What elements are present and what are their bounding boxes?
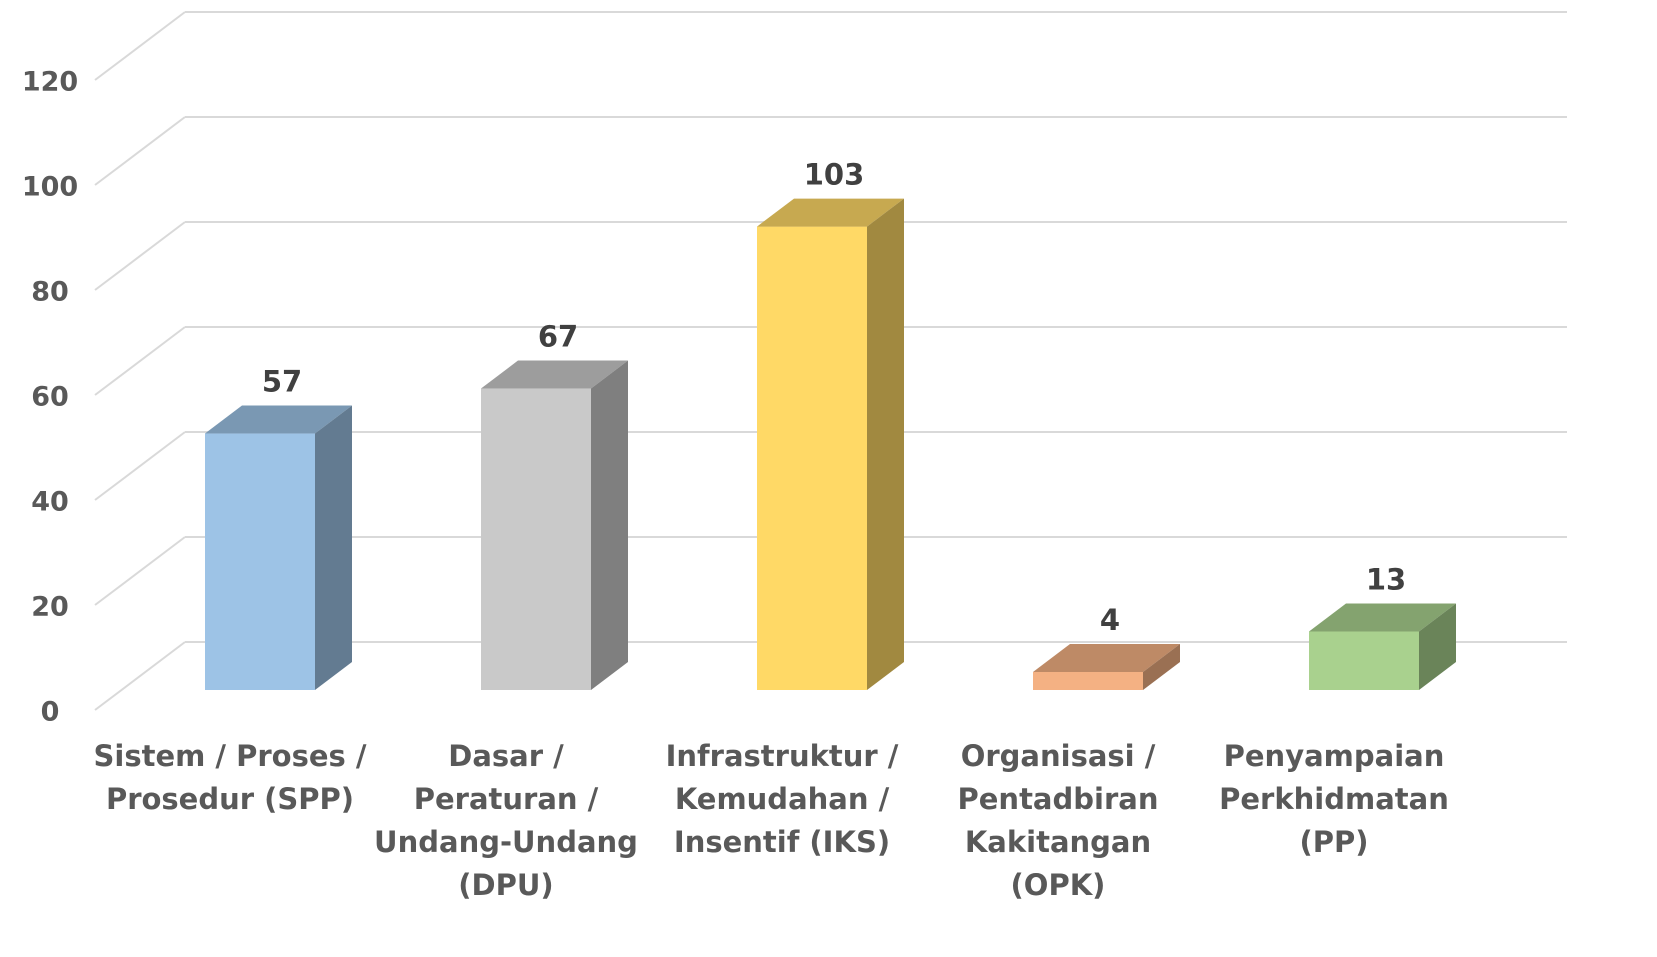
bar-side [867,198,904,690]
grid-line-side [94,11,186,81]
bar-top [1033,644,1180,673]
y-tick-label: 100 [22,172,78,203]
bar [481,360,628,690]
bar-top [481,360,628,389]
bar-top [205,405,352,434]
grid-line-side [94,221,186,291]
bar [1033,644,1180,690]
x-tick-label: Sistem / Proses / Prosedur (SPP) [94,739,367,816]
bar [1309,603,1456,690]
bar [205,405,352,690]
value-label: 4 [1100,603,1120,637]
bar-top [1309,603,1456,632]
bar [757,198,904,690]
bar-front [757,226,867,690]
grid-line-side [94,326,186,396]
bar-front [1309,631,1419,690]
grid-line-side [94,641,186,711]
x-tick-label: Organisasi / Pentadbiran Kakitangan (OPK) [958,739,1159,902]
y-tick-label: 0 [41,697,60,728]
x-tick-label: Infrastruktur / Kemudahan / Insentif (IKS) [666,739,899,859]
x-tick-label: Dasar / Peraturan / Undang-Undang (DPU) [374,739,638,902]
y-tick-label: 60 [31,382,69,413]
bar-front [1033,672,1143,690]
grid-line-side [94,116,186,186]
bar-front [481,388,591,690]
value-label: 57 [262,365,302,399]
bar-side [1419,603,1456,690]
value-label: 67 [538,320,578,354]
bar-side [591,360,628,690]
value-label: 103 [804,158,865,192]
y-tick-label: 20 [31,592,69,623]
x-tick-label: Penyampaian Perkhidmatan (PP) [1219,739,1449,859]
y-tick-label: 40 [31,487,69,518]
y-tick-label: 120 [22,67,78,98]
bar-front [205,433,315,690]
grid-line-side [94,431,186,501]
y-tick-label: 80 [31,277,69,308]
bar-side [1143,644,1180,690]
value-label: 13 [1366,563,1406,597]
bar-side [315,405,352,690]
bar-top [757,198,904,227]
grid-line-side [94,536,186,606]
